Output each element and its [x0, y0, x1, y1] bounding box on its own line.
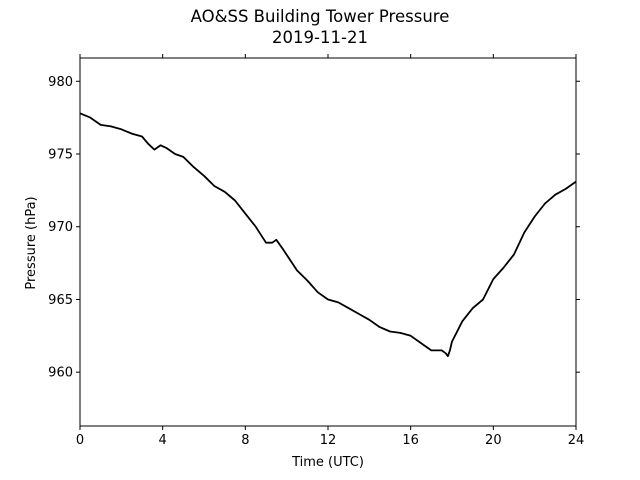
y-tick-label-980: 980 — [48, 75, 73, 90]
x-axis-label: Time (UTC) — [291, 455, 364, 470]
x-tick-label-8: 8 — [241, 433, 249, 448]
y-tick-label-970: 970 — [48, 220, 73, 235]
y-tick-label-960: 960 — [48, 366, 73, 381]
series-line-0 — [79, 112, 577, 358]
x-tick-label-12: 12 — [320, 433, 337, 448]
chart-title: AO&SS Building Tower Pressure — [190, 7, 450, 26]
x-tick-label-4: 4 — [159, 433, 167, 448]
axes: 0 4 8 12 16 20 24 960 965 970 975 980 — [48, 54, 584, 448]
plot-area — [79, 112, 577, 358]
x-tick-label-16: 16 — [402, 433, 419, 448]
x-tick-label-20: 20 — [485, 433, 502, 448]
y-tick-label-965: 965 — [48, 293, 73, 308]
y-axis-label: Pressure (hPa) — [24, 196, 39, 289]
y-tick-label-975: 975 — [48, 148, 73, 163]
x-tick-label-0: 0 — [76, 433, 84, 448]
plot-frame — [79, 57, 577, 427]
chart-subtitle: 2019-11-21 — [272, 28, 368, 47]
x-tick-label-24: 24 — [568, 433, 585, 448]
